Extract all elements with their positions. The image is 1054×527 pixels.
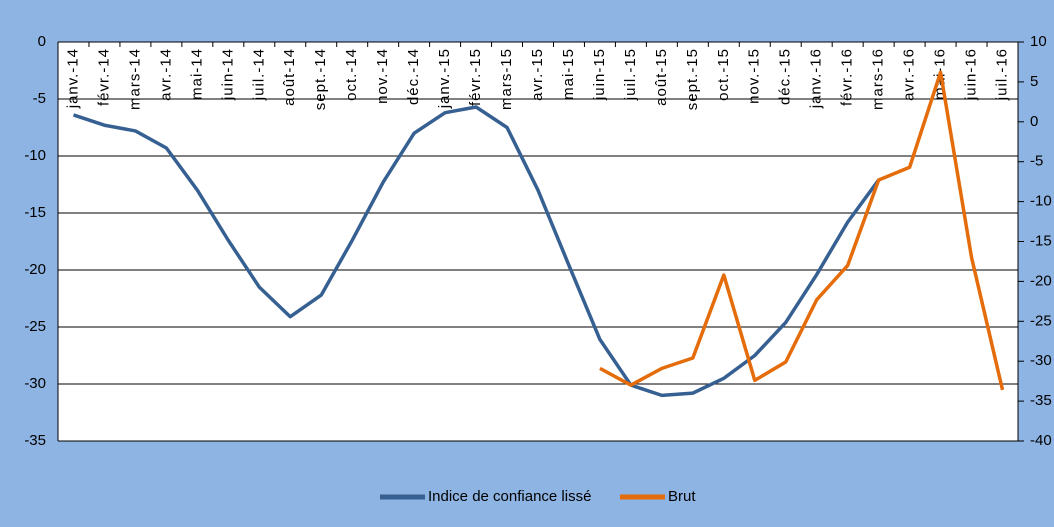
x-tick-label: juin-15	[591, 48, 608, 101]
x-tick-label: juil.-15	[622, 48, 639, 101]
x-tick-label: déc.-15	[777, 48, 794, 105]
x-tick-label: août-15	[653, 48, 670, 106]
x-tick-label: mai-14	[188, 48, 205, 100]
y-tick-label: -25	[24, 318, 46, 335]
x-tick-label: mars-16	[870, 48, 887, 110]
y2-tick-label: -5	[1030, 153, 1043, 170]
x-tick-label: avr.-15	[529, 48, 546, 101]
y2-tick-label: 10	[1030, 33, 1047, 50]
x-tick-label: janv.-16	[808, 48, 825, 109]
x-tick-label: juil.-14	[250, 48, 267, 101]
y2-tick-label: -30	[1030, 352, 1052, 369]
y-tick-label: -15	[24, 204, 46, 221]
y2-tick-label: -15	[1030, 232, 1052, 249]
series-line	[599, 70, 1005, 391]
x-tick-label: févr.-15	[467, 48, 484, 106]
x-tick-label: nov.-14	[374, 48, 391, 104]
y2-tick-label: -40	[1030, 432, 1052, 449]
x-tick-label: janv.-15	[436, 48, 453, 109]
y-tick-label: -5	[33, 90, 46, 107]
x-tick-label: nov.-15	[746, 48, 763, 104]
y2-tick-label: -10	[1030, 193, 1052, 210]
x-tick-label: mars-15	[498, 48, 515, 110]
y2-tick-label: 5	[1030, 73, 1038, 90]
x-tick-label: sept.-14	[312, 48, 329, 110]
x-tick-label: févr.-16	[839, 48, 856, 106]
x-tick-label: févr.-14	[95, 48, 112, 106]
y-tick-label: -30	[24, 375, 46, 392]
legend-label: Brut	[668, 488, 696, 505]
x-tick-label: juin-14	[219, 48, 236, 101]
y-tick-label: -35	[24, 432, 46, 449]
x-tick-label: avr.-16	[901, 48, 918, 101]
series-line	[72, 105, 881, 398]
x-tick-label: janv.-14	[64, 48, 81, 109]
x-tick-label: sept.-15	[684, 48, 701, 110]
x-tick-label: août-14	[281, 48, 298, 106]
y2-tick-label: -25	[1030, 312, 1052, 329]
legend-label: Indice de confiance lissé	[428, 488, 591, 505]
y-tick-label: -10	[24, 147, 46, 164]
x-tick-label: avr.-14	[157, 48, 174, 101]
x-tick-label: mai-15	[560, 48, 577, 100]
x-tick-label: déc.-14	[405, 48, 422, 105]
x-tick-label: oct.-15	[715, 48, 732, 101]
y-tick-label: 0	[38, 33, 46, 50]
x-tick-label: oct.-14	[343, 48, 360, 101]
x-tick-label: juin-16	[963, 48, 980, 101]
x-tick-label: juil.-16	[993, 48, 1010, 101]
x-tick-label: mars-14	[126, 48, 143, 110]
y2-tick-label: -35	[1030, 392, 1052, 409]
y2-tick-label: 0	[1030, 113, 1038, 130]
y2-tick-label: -20	[1030, 272, 1052, 289]
y-tick-label: -20	[24, 261, 46, 278]
